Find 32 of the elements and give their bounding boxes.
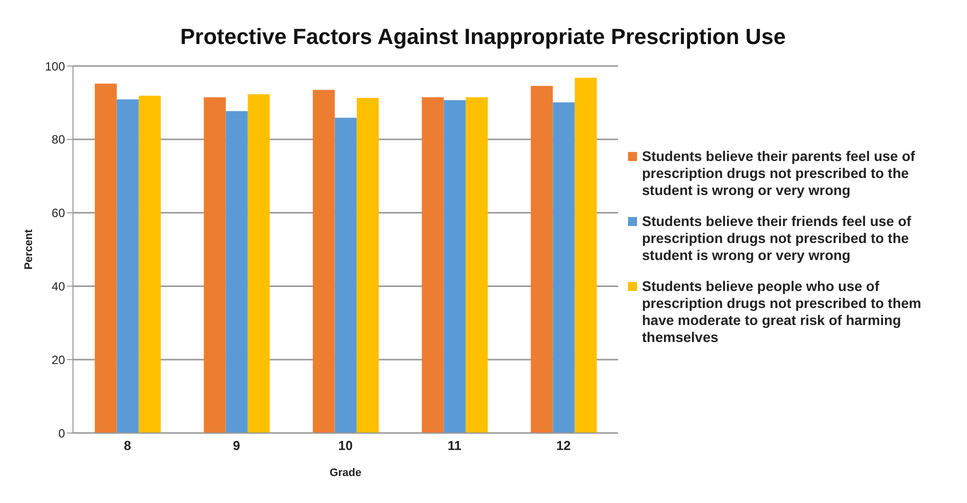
bar	[116, 99, 139, 433]
x-tick-label: 10	[338, 438, 353, 454]
bar	[334, 118, 357, 433]
bar	[574, 78, 597, 433]
bar	[138, 96, 161, 433]
legend-label: Students believe people who use of prescription drugs not prescribed to them have moderate to great risk of harming themselves	[642, 278, 922, 346]
bar	[466, 97, 488, 433]
x-tick-label: 12	[556, 438, 571, 454]
x-tick-label: 8	[124, 438, 132, 454]
bar	[530, 86, 553, 433]
bar	[356, 98, 379, 433]
bar	[312, 90, 335, 433]
bar	[248, 94, 270, 433]
x-tick-label: 9	[232, 438, 240, 454]
bar	[552, 102, 575, 433]
y-tick-label: 0	[58, 426, 66, 440]
bar	[204, 97, 226, 433]
bar	[422, 97, 444, 433]
chart-title: Protective Factors Against Inappropriate Prescription Use	[179, 23, 787, 51]
legend-label: Students believe their friends feel use of prescription drugs not prescribed to the student is wrong or very wrong	[642, 213, 912, 264]
y-tick-label: 100	[44, 59, 66, 74]
y-tick-label: 80	[52, 132, 66, 147]
x-axis-title: Grade	[330, 467, 362, 479]
x-tick-label: 11	[448, 438, 462, 454]
legend-label: Students believe their parents feel use of prescription drugs not prescribed to the student is wrong or very wrong	[642, 148, 916, 199]
y-tick-label: 40	[52, 279, 66, 294]
y-tick-label: 60	[52, 206, 66, 220]
y-axis-title: Percent	[22, 228, 35, 270]
bar	[226, 111, 248, 433]
y-tick-label: 20	[52, 352, 66, 367]
bar	[94, 84, 117, 433]
bar	[444, 100, 466, 433]
